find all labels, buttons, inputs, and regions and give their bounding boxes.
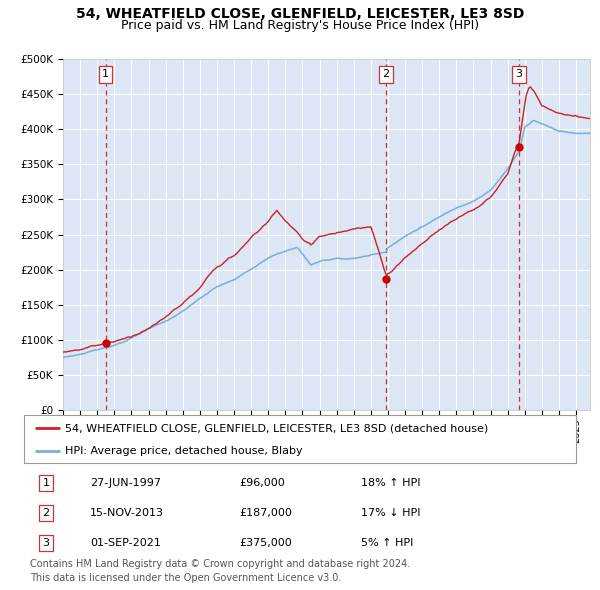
Text: 18% ↑ HPI: 18% ↑ HPI [361, 478, 420, 488]
Text: £187,000: £187,000 [239, 508, 292, 518]
Text: 1: 1 [102, 70, 109, 80]
Text: 54, WHEATFIELD CLOSE, GLENFIELD, LEICESTER, LE3 8SD: 54, WHEATFIELD CLOSE, GLENFIELD, LEICEST… [76, 7, 524, 21]
Text: 3: 3 [515, 70, 523, 80]
Text: 01-SEP-2021: 01-SEP-2021 [90, 537, 161, 548]
Text: £96,000: £96,000 [239, 478, 285, 488]
Text: 1: 1 [43, 478, 50, 488]
Text: 2: 2 [43, 508, 50, 518]
Text: Price paid vs. HM Land Registry's House Price Index (HPI): Price paid vs. HM Land Registry's House … [121, 19, 479, 32]
Text: HPI: Average price, detached house, Blaby: HPI: Average price, detached house, Blab… [65, 446, 303, 456]
Text: 54, WHEATFIELD CLOSE, GLENFIELD, LEICESTER, LE3 8SD (detached house): 54, WHEATFIELD CLOSE, GLENFIELD, LEICEST… [65, 423, 488, 433]
Text: 2: 2 [382, 70, 389, 80]
Text: £375,000: £375,000 [239, 537, 292, 548]
Text: 17% ↓ HPI: 17% ↓ HPI [361, 508, 420, 518]
Text: 3: 3 [43, 537, 50, 548]
Text: 15-NOV-2013: 15-NOV-2013 [90, 508, 164, 518]
Text: 5% ↑ HPI: 5% ↑ HPI [361, 537, 413, 548]
Text: 27-JUN-1997: 27-JUN-1997 [90, 478, 161, 488]
Text: Contains HM Land Registry data © Crown copyright and database right 2024.
This d: Contains HM Land Registry data © Crown c… [30, 559, 410, 582]
